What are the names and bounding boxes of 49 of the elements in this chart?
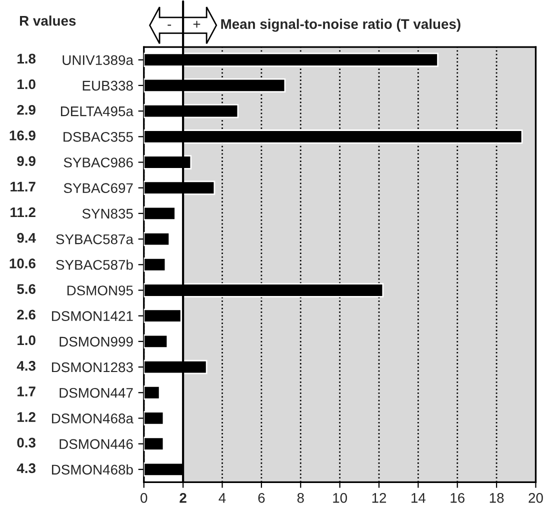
y-tick-label: EUB338 bbox=[82, 80, 133, 91]
text: 1.2 bbox=[18, 412, 36, 422]
x-tick-label: 8 bbox=[297, 493, 304, 503]
x-tick-label: 20 bbox=[528, 493, 543, 503]
x-tick-label: 12 bbox=[372, 493, 386, 503]
text: 11.2 bbox=[10, 207, 36, 218]
x-tick-label: 4 bbox=[218, 493, 226, 503]
text: 5.6 bbox=[17, 284, 36, 294]
y-tick-label: SYBAC986 bbox=[64, 158, 133, 168]
chart-title: Mean signal-to-noise ratio (T values) bbox=[221, 18, 460, 32]
x-tick-label: 0 bbox=[140, 493, 148, 503]
y-tick-label: DSMON446 bbox=[60, 439, 133, 449]
y-tick-label: DSMON95 bbox=[67, 286, 133, 296]
y-tick-label: DELTA495a bbox=[60, 106, 134, 116]
text: 1.0 bbox=[18, 335, 36, 346]
y-tick-label: DSBAC355 bbox=[64, 132, 133, 142]
y-tick-label: SYBAC587b bbox=[56, 260, 133, 270]
text: 4.3 bbox=[16, 463, 36, 474]
x-tick-label: 16 bbox=[450, 493, 464, 503]
y-tick-label: SYN835 bbox=[82, 208, 133, 219]
text: R values bbox=[20, 16, 76, 26]
text: 4.3 bbox=[16, 360, 36, 371]
y-tick-label: SYBAC587a bbox=[56, 234, 134, 244]
text: 0.3 bbox=[17, 438, 36, 448]
text: 9.9 bbox=[17, 156, 36, 166]
text: 1.0 bbox=[18, 79, 36, 90]
text: 1.8 bbox=[18, 54, 36, 64]
text: 2.6 bbox=[17, 310, 36, 320]
y-tick-label: UNIV1389a bbox=[62, 55, 134, 66]
y-tick-label: DSMON447 bbox=[60, 388, 133, 398]
y-tick-label: DSMON1421 bbox=[52, 311, 133, 322]
text: 2.9 bbox=[17, 104, 36, 115]
text: 9.4 bbox=[17, 232, 36, 243]
text: + bbox=[193, 20, 200, 28]
x-tick-label: 14 bbox=[412, 493, 426, 503]
x-tick-label: 18 bbox=[490, 493, 504, 503]
y-tick-label: DSMON468a bbox=[52, 414, 134, 424]
y-tick-label: DSMON468b bbox=[52, 464, 133, 475]
text: 11.7 bbox=[10, 182, 36, 192]
x-tick-label: 10 bbox=[333, 493, 347, 503]
y-tick-label: DSMON999 bbox=[60, 336, 133, 347]
text: 1.7 bbox=[18, 386, 36, 396]
x-tick-label: 2 bbox=[180, 493, 186, 503]
text: 16.9 bbox=[10, 130, 36, 140]
x-tick-label: 6 bbox=[258, 493, 265, 503]
text: 10.6 bbox=[10, 258, 36, 268]
y-tick-label: SYBAC697 bbox=[64, 183, 133, 194]
y-tick-label: DSMON1283 bbox=[52, 362, 133, 372]
text: - bbox=[168, 24, 172, 26]
